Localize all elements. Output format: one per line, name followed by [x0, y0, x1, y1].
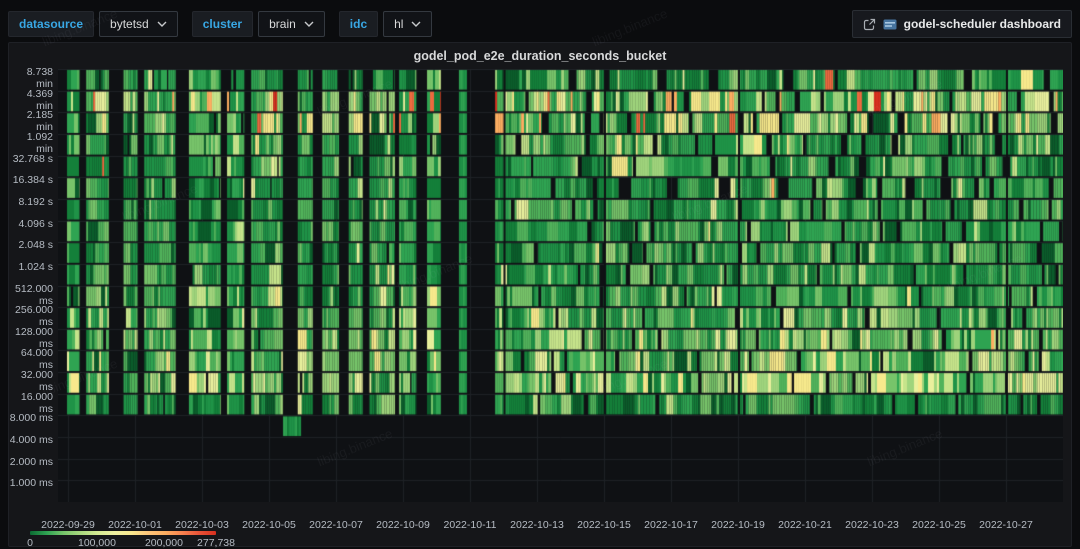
chevron-down-icon: [304, 21, 314, 27]
y-axis-tick-label: 256.000 ms: [9, 304, 53, 328]
filter-group-idc: idc hl: [339, 11, 433, 37]
x-axis-tick-label: 2022-10-25: [912, 519, 966, 531]
y-axis-tick-label: 8.192 s: [9, 196, 53, 208]
legend-tick-label: 100,000: [78, 537, 116, 549]
x-axis-tick-label: 2022-10-27: [979, 519, 1033, 531]
heatmap-canvas: [58, 69, 1063, 502]
external-link-icon: [863, 18, 876, 31]
y-axis-tick-label: 512.000 ms: [9, 283, 53, 307]
y-axis-tick-label: 32.768 s: [9, 153, 53, 165]
x-axis-tick-label: 2022-09-29: [41, 519, 95, 531]
x-axis-tick-label: 2022-10-03: [175, 519, 229, 531]
y-axis-tick-label: 8.000 ms: [9, 412, 53, 424]
y-axis-tick-label: 2.000 ms: [9, 456, 53, 468]
y-axis-tick-label: 128.000 ms: [9, 326, 53, 350]
filter-value-dropdown-idc[interactable]: hl: [383, 11, 432, 37]
y-axis-tick-label: 32.000 ms: [9, 369, 53, 393]
x-axis-tick-label: 2022-10-17: [644, 519, 698, 531]
heatmap-panel: godel_pod_e2e_duration_seconds_bucket 8.…: [8, 42, 1072, 547]
filter-label-cluster: cluster: [192, 11, 253, 37]
filter-value-dropdown-cluster[interactable]: brain: [258, 11, 325, 37]
x-axis-tick-label: 2022-10-05: [242, 519, 296, 531]
x-axis-tick-label: 2022-10-13: [510, 519, 564, 531]
legend-tick-label: 0: [27, 537, 33, 549]
panel-title[interactable]: godel_pod_e2e_duration_seconds_bucket: [9, 49, 1071, 63]
dashboard-icon: [883, 19, 897, 30]
y-axis-tick-label: 16.384 s: [9, 174, 53, 186]
filter-value-text: bytetsd: [110, 17, 149, 31]
x-axis-tick-label: 2022-10-11: [444, 519, 497, 531]
template-variables: datasource bytetsd cluster brain idc hl: [8, 11, 432, 37]
filter-group-cluster: cluster brain: [192, 11, 325, 37]
filter-label-datasource: datasource: [8, 11, 94, 37]
x-axis-tick-label: 2022-10-21: [778, 519, 832, 531]
y-axis-tick-label: 4.000 ms: [9, 434, 53, 446]
chevron-down-icon: [411, 21, 421, 27]
y-axis-tick-label: 8.738 min: [9, 66, 53, 90]
x-axis-tick-label: 2022-10-09: [376, 519, 430, 531]
filter-value-dropdown-datasource[interactable]: bytetsd: [99, 11, 178, 37]
filter-value-text: hl: [394, 17, 403, 31]
dashboard-link-label: godel-scheduler dashboard: [904, 17, 1061, 31]
x-axis-tick-label: 2022-10-19: [711, 519, 765, 531]
x-axis-tick-label: 2022-10-23: [845, 519, 899, 531]
y-axis-tick-label: 64.000 ms: [9, 347, 53, 371]
y-axis-tick-label: 4.096 s: [9, 218, 53, 230]
filter-value-text: brain: [269, 17, 296, 31]
filter-label-idc: idc: [339, 11, 378, 37]
y-axis-tick-label: 16.000 ms: [9, 391, 53, 415]
y-axis-tick-label: 2.048 s: [9, 239, 53, 251]
filter-group-datasource: datasource bytetsd: [8, 11, 178, 37]
dashboard-link-button[interactable]: godel-scheduler dashboard: [852, 10, 1072, 38]
legend-tick-label: 277,738: [197, 537, 235, 549]
legend-tick-label: 200,000: [145, 537, 183, 549]
toolbar: datasource bytetsd cluster brain idc hl godel…: [8, 10, 1072, 38]
chevron-down-icon: [157, 21, 167, 27]
y-axis-tick-label: 2.185 min: [9, 109, 53, 133]
x-axis-tick-label: 2022-10-07: [309, 519, 363, 531]
y-axis-tick-label: 1.092 min: [9, 131, 53, 155]
x-axis-tick-label: 2022-10-15: [577, 519, 631, 531]
y-axis-tick-label: 1.024 s: [9, 261, 53, 273]
color-scale-legend: [30, 531, 216, 535]
y-axis-tick-label: 4.369 min: [9, 88, 53, 112]
x-axis-tick-label: 2022-10-01: [108, 519, 162, 531]
y-axis-tick-label: 1.000 ms: [9, 477, 53, 489]
